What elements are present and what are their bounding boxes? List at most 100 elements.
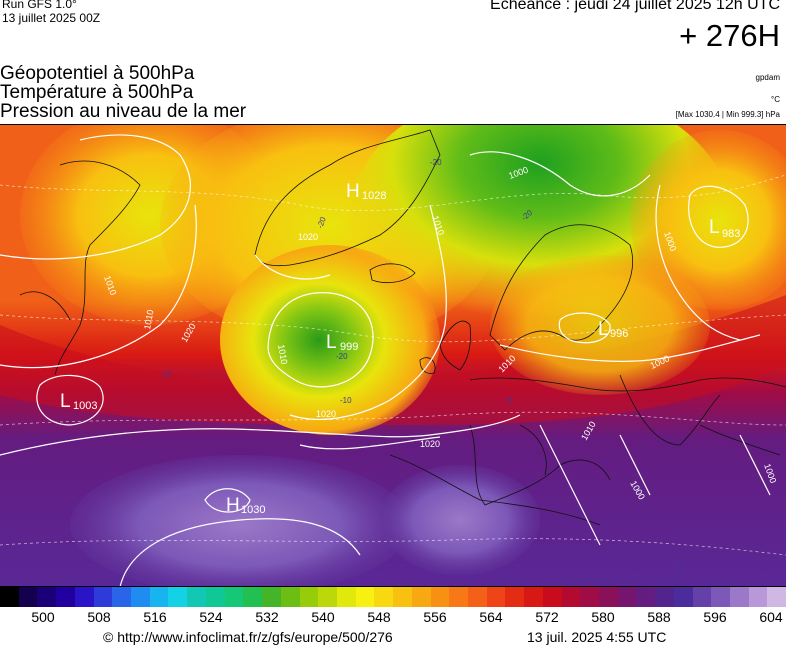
color-scale-cell [374, 587, 394, 607]
color-scale-cell [730, 587, 749, 607]
color-scale-cell [599, 587, 618, 607]
temperature-labels: -20 -20 -20 -20 -15 -10 -5 0 [160, 158, 681, 571]
color-scale-tick-label: 508 [87, 609, 111, 625]
color-scale-cell [131, 587, 150, 607]
color-scale-tick-label: 572 [535, 609, 559, 625]
color-scale-cell [673, 587, 693, 607]
color-scale-tick-label: 524 [199, 609, 223, 625]
color-scale-cell [561, 587, 581, 607]
color-scale-ticks: 500 508 516 524 532 540 548 556 564 572 580 588 596 6… [0, 609, 786, 627]
color-scale-cell [187, 587, 206, 607]
color-scale-cell [243, 587, 263, 607]
color-scale-cell [748, 587, 768, 607]
color-scale-cell [149, 587, 169, 607]
color-scale-cell [692, 587, 712, 607]
color-scale-tick-label: 500 [31, 609, 55, 625]
color-scale-cell [37, 587, 57, 607]
isobar-label: 1020 [316, 409, 336, 419]
temperature-label: -15 [160, 370, 172, 379]
high-center-azores: H [226, 495, 240, 516]
high-value-greenland: 1028 [362, 190, 386, 202]
color-scale-cell [280, 587, 300, 607]
color-scale-cell [318, 587, 337, 607]
color-scale-cell [655, 587, 674, 607]
color-scale-cell [18, 587, 38, 607]
valid-time: Echéance : jeudi 24 juillet 2025 12h UTC [490, 0, 780, 13]
low-value-west: 1003 [73, 400, 97, 412]
temperature-label: -20 [336, 352, 348, 361]
color-scale-cell [486, 587, 506, 607]
lead-time: + 276H [679, 18, 780, 53]
temperature-label: 0 [676, 562, 681, 571]
color-scale-cell [168, 587, 188, 607]
pressure-range: [Max 1030.4 | Min 999.3] hPa [675, 110, 780, 119]
color-scale-tick-label: 588 [647, 609, 671, 625]
isobar-label: 1020 [298, 232, 318, 242]
layer-temperature-label: Température à 500hPa [0, 82, 194, 103]
color-scale-tick-label: 532 [255, 609, 279, 625]
color-scale-tick-label: 556 [423, 609, 447, 625]
layer-geopotential-label: Géopotentiel à 500hPa [0, 63, 195, 84]
isobar-label: 1010 [276, 344, 289, 365]
color-scale-cell [767, 587, 786, 607]
low-center-atlantic: L [326, 332, 337, 353]
isobar-label: 1010 [142, 309, 155, 330]
color-scale-cell [205, 587, 225, 607]
color-scale-cell [74, 587, 94, 607]
temperature-unit: °C [771, 95, 780, 104]
color-scale-cell [430, 587, 450, 607]
low-center-west: L [60, 391, 71, 412]
color-scale-cell [93, 587, 113, 607]
color-scale-cell [224, 587, 244, 607]
color-scale-cell [393, 587, 412, 607]
temperature-label: -20 [430, 158, 442, 167]
color-scale-cell [336, 587, 356, 607]
run-title: Run GFS 1.0° [2, 0, 77, 11]
temperature-label: -5 [503, 395, 514, 405]
geopotential-unit: gpdam [755, 73, 780, 82]
temperature-label: -10 [340, 396, 352, 405]
color-scale-cell [56, 587, 75, 607]
color-scale-cell [449, 587, 468, 607]
color-scale-cell [299, 587, 319, 607]
high-value-azores: 1030 [241, 504, 265, 516]
generated-timestamp: 13 juil. 2025 4:55 UTC [527, 629, 667, 645]
coastlines [19, 129, 786, 526]
pressure-centers: H 1028 L 999 L 1003 H 1030 L 983 L 996 [60, 181, 740, 516]
color-scale-cell [505, 587, 525, 607]
color-scale-cell [112, 587, 132, 607]
color-scale-tick-label: 540 [311, 609, 335, 625]
low-center-russia: L [709, 217, 720, 238]
color-scale-cell [636, 587, 656, 607]
color-scale-cell [617, 587, 637, 607]
color-scale-cell [580, 587, 599, 607]
color-scale-cell [524, 587, 543, 607]
isotherms [0, 174, 786, 556]
low-value-baltic: 996 [610, 328, 628, 340]
high-center-greenland: H [346, 181, 360, 202]
color-scale-tick-label: 596 [703, 609, 727, 625]
run-date: 13 juillet 2025 00Z [2, 11, 101, 25]
color-scale-tick-label: 580 [591, 609, 615, 625]
forecast-map[interactable]: H 1028 L 999 L 1003 H 1030 L 983 L 996 1… [0, 85, 786, 595]
isobars [0, 134, 771, 588]
layer-pressure-label: Pression au niveau de la mer [0, 101, 247, 122]
color-scale-cell [711, 587, 731, 607]
color-scale-cell [355, 587, 375, 607]
low-value-atlantic: 999 [340, 341, 358, 353]
temperature-label: -20 [315, 215, 328, 229]
color-scale-cell [262, 587, 281, 607]
color-scale-tick-label: 564 [479, 609, 503, 625]
color-scale-cell [467, 587, 487, 607]
source-url[interactable]: © http://www.infoclimat.fr/z/gfs/europe/… [103, 629, 393, 645]
color-scale-cell [542, 587, 562, 607]
isobar-label: 1020 [420, 439, 440, 449]
color-scale-tick-label: 548 [367, 609, 391, 625]
color-scale-tick-label: 516 [143, 609, 167, 625]
low-value-russia: 983 [722, 228, 740, 240]
color-scale-cell [0, 587, 19, 607]
color-scale-tick-label: 604 [759, 609, 783, 625]
color-scale-bar [0, 586, 786, 607]
low-center-baltic: L [598, 319, 609, 340]
map-svg: H 1028 L 999 L 1003 H 1030 L 983 L 996 1… [0, 85, 786, 595]
